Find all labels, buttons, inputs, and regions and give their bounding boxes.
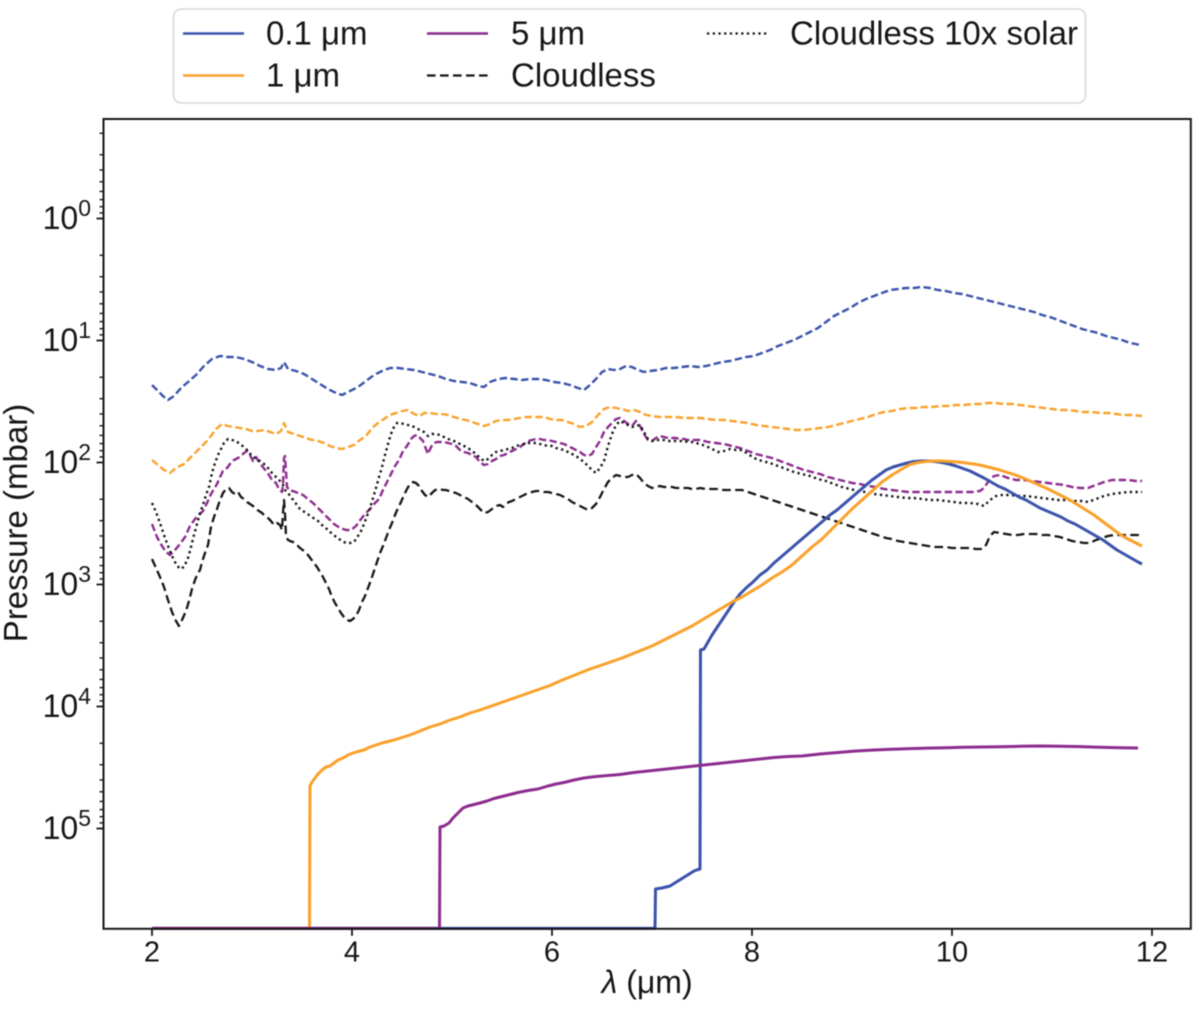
svg-text:10: 10 [936, 937, 968, 969]
svg-text:1 μm: 1 μm [266, 57, 340, 94]
svg-text:101: 101 [43, 317, 91, 358]
svg-text:Pressure (mbar): Pressure (mbar) [0, 404, 34, 642]
svg-text:100: 100 [43, 195, 91, 236]
svg-text:2: 2 [144, 937, 160, 969]
svg-text:105: 105 [43, 805, 91, 846]
svg-text:5 μm: 5 μm [511, 15, 585, 52]
svg-text:103: 103 [43, 561, 91, 602]
svg-text:4: 4 [344, 937, 360, 969]
svg-text:Cloudless: Cloudless [511, 57, 656, 94]
svg-text:6: 6 [544, 937, 560, 969]
svg-text:8: 8 [744, 937, 760, 969]
svg-text:0.1 μm: 0.1 μm [266, 15, 368, 52]
svg-text:Cloudless 10x solar: Cloudless 10x solar [790, 15, 1078, 52]
svg-text:λ (μm): λ (μm) [600, 964, 693, 1000]
svg-text:102: 102 [43, 439, 91, 480]
svg-text:12: 12 [1136, 937, 1168, 969]
svg-text:104: 104 [43, 683, 92, 724]
